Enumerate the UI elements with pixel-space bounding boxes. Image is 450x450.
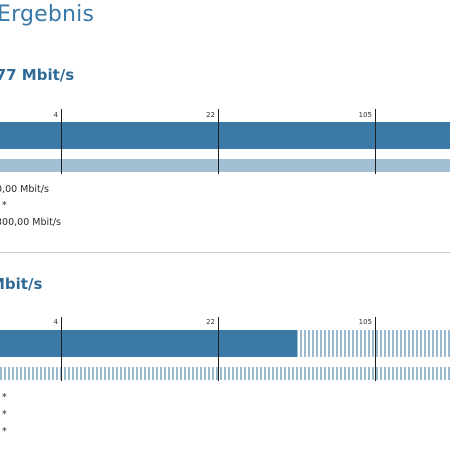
section-divider — [0, 252, 450, 253]
download-tick-label-4: 4 — [53, 111, 58, 119]
download-tick-line — [218, 109, 219, 174]
download-tick-label-22: 22 — [206, 111, 215, 119]
upload-tick-line — [375, 317, 376, 381]
download-tick-line — [61, 109, 62, 174]
upload-detail-line: . * — [0, 426, 7, 437]
download-detail-line: 0,00 Mbit/s — [0, 184, 49, 195]
download-speed-bar — [0, 122, 450, 149]
upload-speed-bar — [0, 330, 450, 357]
upload-speed-bar-fill — [0, 330, 297, 357]
download-speed-heading: ,77 Mbit/s — [0, 66, 75, 84]
upload-detail-line: . * — [0, 409, 7, 420]
download-reference-bar — [0, 159, 450, 172]
download-tick-label-105: 105 — [358, 111, 372, 119]
upload-tick-label-22: 22 — [206, 318, 215, 326]
download-tick-line — [375, 109, 376, 174]
upload-tick-line — [61, 317, 62, 381]
upload-speed-heading: Mbit/s — [0, 275, 43, 293]
upload-tick-line — [218, 317, 219, 381]
upload-reference-bar — [0, 367, 450, 380]
upload-tick-label-105: 105 — [358, 318, 372, 326]
download-detail-line: 300,00 Mbit/s — [0, 217, 62, 228]
upload-tick-label-4: 4 — [53, 318, 58, 326]
upload-detail-line: . * — [0, 392, 7, 403]
page-title: Ergebnis — [0, 2, 95, 27]
download-detail-line: . * — [0, 200, 7, 211]
